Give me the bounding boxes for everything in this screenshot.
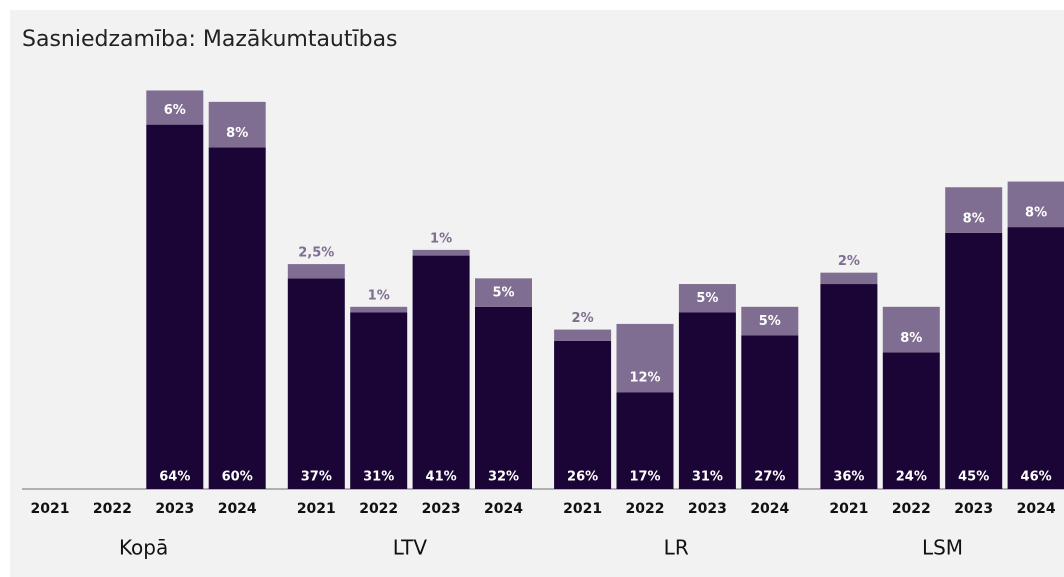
value-label: 8% [1025,206,1047,221]
x-tick-label: 2022 [892,501,931,517]
x-tick-label: 2024 [484,501,523,517]
value-label: 17% [629,470,660,485]
x-tick-label: 2023 [688,501,727,517]
value-label: 8% [226,126,248,141]
value-label: 31% [363,470,394,485]
value-label: 5% [759,314,781,329]
x-tick-label: 2022 [359,501,398,517]
bar-segment [820,272,878,285]
value-label: 8% [900,331,922,346]
bar-segment [146,124,204,490]
value-label: 64% [159,470,190,485]
x-tick-label: 2023 [422,501,461,517]
value-label: 5% [696,291,718,306]
bar-segment [554,329,612,341]
value-label: 46% [1021,470,1052,485]
x-tick-label: 2024 [218,501,257,517]
group-label: LR [664,536,689,560]
value-label: 2% [838,254,860,269]
bar-segment [475,278,532,307]
x-tick-label: 2023 [155,501,194,517]
bar-segment [554,340,612,489]
bar-segment [882,352,940,489]
value-label: 12% [629,371,660,386]
bar-segment [882,306,940,353]
value-label: 26% [567,470,598,485]
value-label: 32% [488,470,519,485]
x-tick-label: 2022 [93,501,132,517]
bar-segment [350,312,408,489]
x-tick-label: 2023 [954,501,993,517]
bar-segment [350,306,408,313]
value-label: 31% [692,470,723,485]
bar-segment [945,187,1003,233]
chart-title: Sasniedzamība: Mazākumtautības [22,27,398,52]
value-label: 6% [164,103,186,118]
bar-segment [741,335,799,489]
bar-segment [208,147,266,489]
value-label: 45% [958,470,989,485]
value-label: 36% [833,470,864,485]
x-tick-label: 2024 [750,501,789,517]
bar-segment [616,392,674,489]
value-label: 8% [963,211,985,226]
bar-segment [945,232,1003,490]
bar-segment [412,255,470,489]
bar-segment [1007,227,1064,489]
group-label: LTV [393,536,428,560]
value-label: 1% [368,288,390,303]
value-label: 1% [430,231,452,246]
x-tick-label: 2021 [297,501,336,517]
bar-segment [287,278,345,489]
value-label: 27% [754,470,785,485]
bar-segment [1007,181,1064,228]
value-label: 5% [492,285,514,300]
bar-segment [208,101,266,148]
bar-segment [616,323,674,393]
bar-segment [146,90,204,125]
x-tick-label: 2021 [829,501,868,517]
value-label: 2,5% [298,246,334,261]
x-tick-label: 2024 [1017,501,1056,517]
x-tick-label: 2021 [31,501,70,517]
bar-segment [287,264,345,279]
value-label: 37% [301,470,332,485]
x-tick-label: 2021 [563,501,602,517]
group-label: Kopā [119,536,168,560]
value-label: 2% [572,311,594,326]
value-label: 41% [426,470,457,485]
bar-segment [475,306,532,489]
bar-segment [678,284,736,313]
value-label: 60% [222,470,253,485]
bar-segment [741,306,799,336]
x-tick-label: 2022 [626,501,665,517]
bar-segment [820,284,878,489]
bar-segment [412,249,470,256]
bar-segment [678,312,736,489]
value-label: 24% [896,470,927,485]
group-label: LSM [922,536,963,560]
